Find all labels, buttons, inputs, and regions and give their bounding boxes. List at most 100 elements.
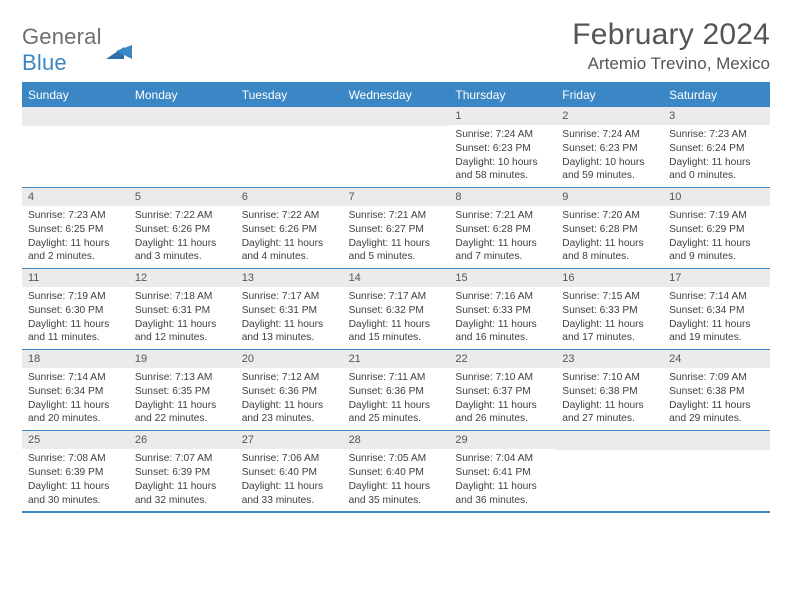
sunrise-text: Sunrise: 7:21 AM xyxy=(455,209,550,223)
sunrise-text: Sunrise: 7:18 AM xyxy=(135,290,230,304)
day-body: Sunrise: 7:07 AMSunset: 6:39 PMDaylight:… xyxy=(129,449,236,511)
daylight-text: Daylight: 11 hours and 9 minutes. xyxy=(669,237,764,265)
sunrise-text: Sunrise: 7:10 AM xyxy=(455,371,550,385)
day-cell: 12Sunrise: 7:18 AMSunset: 6:31 PMDayligh… xyxy=(129,269,236,349)
sunrise-text: Sunrise: 7:12 AM xyxy=(242,371,337,385)
sunrise-text: Sunrise: 7:08 AM xyxy=(28,452,123,466)
daylight-text: Daylight: 11 hours and 12 minutes. xyxy=(135,318,230,346)
sunrise-text: Sunrise: 7:15 AM xyxy=(562,290,657,304)
day-number: 5 xyxy=(129,188,236,206)
day-number: 19 xyxy=(129,350,236,368)
day-cell: 24Sunrise: 7:09 AMSunset: 6:38 PMDayligh… xyxy=(663,350,770,430)
daylight-text: Daylight: 10 hours and 59 minutes. xyxy=(562,156,657,184)
daylight-text: Daylight: 11 hours and 30 minutes. xyxy=(28,480,123,508)
logo-text: General Blue xyxy=(22,24,102,76)
sunset-text: Sunset: 6:30 PM xyxy=(28,304,123,318)
day-body: Sunrise: 7:22 AMSunset: 6:26 PMDaylight:… xyxy=(236,206,343,268)
dow-row: Sunday Monday Tuesday Wednesday Thursday… xyxy=(22,84,770,107)
sunrise-text: Sunrise: 7:10 AM xyxy=(562,371,657,385)
sunset-text: Sunset: 6:25 PM xyxy=(28,223,123,237)
day-cell: 22Sunrise: 7:10 AMSunset: 6:37 PMDayligh… xyxy=(449,350,556,430)
day-body: Sunrise: 7:20 AMSunset: 6:28 PMDaylight:… xyxy=(556,206,663,268)
day-number: 2 xyxy=(556,107,663,125)
day-body: Sunrise: 7:17 AMSunset: 6:31 PMDaylight:… xyxy=(236,287,343,349)
day-cell: 10Sunrise: 7:19 AMSunset: 6:29 PMDayligh… xyxy=(663,188,770,268)
sunrise-text: Sunrise: 7:24 AM xyxy=(562,128,657,142)
daylight-text: Daylight: 11 hours and 20 minutes. xyxy=(28,399,123,427)
daylight-text: Daylight: 11 hours and 0 minutes. xyxy=(669,156,764,184)
sunrise-text: Sunrise: 7:24 AM xyxy=(455,128,550,142)
day-number: 21 xyxy=(343,350,450,368)
daylight-text: Daylight: 11 hours and 8 minutes. xyxy=(562,237,657,265)
blank-num-bar xyxy=(22,107,129,126)
sunset-text: Sunset: 6:24 PM xyxy=(669,142,764,156)
sunset-text: Sunset: 6:38 PM xyxy=(669,385,764,399)
day-number: 1 xyxy=(449,107,556,125)
day-cell: 6Sunrise: 7:22 AMSunset: 6:26 PMDaylight… xyxy=(236,188,343,268)
sunset-text: Sunset: 6:41 PM xyxy=(455,466,550,480)
day-body: Sunrise: 7:05 AMSunset: 6:40 PMDaylight:… xyxy=(343,449,450,511)
day-number: 10 xyxy=(663,188,770,206)
sunset-text: Sunset: 6:28 PM xyxy=(562,223,657,237)
sunrise-text: Sunrise: 7:19 AM xyxy=(669,209,764,223)
daylight-text: Daylight: 11 hours and 36 minutes. xyxy=(455,480,550,508)
day-body: Sunrise: 7:18 AMSunset: 6:31 PMDaylight:… xyxy=(129,287,236,349)
daylight-text: Daylight: 11 hours and 25 minutes. xyxy=(349,399,444,427)
day-body: Sunrise: 7:04 AMSunset: 6:41 PMDaylight:… xyxy=(449,449,556,511)
sunrise-text: Sunrise: 7:17 AM xyxy=(349,290,444,304)
day-body: Sunrise: 7:09 AMSunset: 6:38 PMDaylight:… xyxy=(663,368,770,430)
week-row: 11Sunrise: 7:19 AMSunset: 6:30 PMDayligh… xyxy=(22,269,770,350)
daylight-text: Daylight: 11 hours and 27 minutes. xyxy=(562,399,657,427)
day-body: Sunrise: 7:13 AMSunset: 6:35 PMDaylight:… xyxy=(129,368,236,430)
sunset-text: Sunset: 6:33 PM xyxy=(455,304,550,318)
dow-friday: Friday xyxy=(556,84,663,107)
blank-num-bar xyxy=(343,107,450,126)
sunset-text: Sunset: 6:28 PM xyxy=(455,223,550,237)
sunrise-text: Sunrise: 7:05 AM xyxy=(349,452,444,466)
dow-thursday: Thursday xyxy=(449,84,556,107)
day-body: Sunrise: 7:19 AMSunset: 6:30 PMDaylight:… xyxy=(22,287,129,349)
day-number: 26 xyxy=(129,431,236,449)
sunrise-text: Sunrise: 7:22 AM xyxy=(242,209,337,223)
day-body: Sunrise: 7:21 AMSunset: 6:27 PMDaylight:… xyxy=(343,206,450,268)
sunrise-text: Sunrise: 7:13 AM xyxy=(135,371,230,385)
day-cell: 11Sunrise: 7:19 AMSunset: 6:30 PMDayligh… xyxy=(22,269,129,349)
day-body: Sunrise: 7:06 AMSunset: 6:40 PMDaylight:… xyxy=(236,449,343,511)
sunset-text: Sunset: 6:26 PM xyxy=(135,223,230,237)
day-number: 18 xyxy=(22,350,129,368)
blank-cell xyxy=(556,431,663,511)
sunset-text: Sunset: 6:31 PM xyxy=(242,304,337,318)
day-cell: 29Sunrise: 7:04 AMSunset: 6:41 PMDayligh… xyxy=(449,431,556,511)
day-cell: 9Sunrise: 7:20 AMSunset: 6:28 PMDaylight… xyxy=(556,188,663,268)
daylight-text: Daylight: 11 hours and 32 minutes. xyxy=(135,480,230,508)
day-cell: 23Sunrise: 7:10 AMSunset: 6:38 PMDayligh… xyxy=(556,350,663,430)
sunrise-text: Sunrise: 7:09 AM xyxy=(669,371,764,385)
sunset-text: Sunset: 6:33 PM xyxy=(562,304,657,318)
day-body: Sunrise: 7:24 AMSunset: 6:23 PMDaylight:… xyxy=(556,125,663,187)
sunrise-text: Sunrise: 7:14 AM xyxy=(669,290,764,304)
sunrise-text: Sunrise: 7:20 AM xyxy=(562,209,657,223)
day-cell: 13Sunrise: 7:17 AMSunset: 6:31 PMDayligh… xyxy=(236,269,343,349)
calendar: Sunday Monday Tuesday Wednesday Thursday… xyxy=(22,82,770,513)
day-cell: 15Sunrise: 7:16 AMSunset: 6:33 PMDayligh… xyxy=(449,269,556,349)
topbar: General Blue February 2024 Artemio Trevi… xyxy=(22,18,770,76)
day-number: 20 xyxy=(236,350,343,368)
daylight-text: Daylight: 10 hours and 58 minutes. xyxy=(455,156,550,184)
day-body: Sunrise: 7:10 AMSunset: 6:38 PMDaylight:… xyxy=(556,368,663,430)
day-cell: 19Sunrise: 7:13 AMSunset: 6:35 PMDayligh… xyxy=(129,350,236,430)
daylight-text: Daylight: 11 hours and 23 minutes. xyxy=(242,399,337,427)
day-body: Sunrise: 7:14 AMSunset: 6:34 PMDaylight:… xyxy=(22,368,129,430)
sunrise-text: Sunrise: 7:06 AM xyxy=(242,452,337,466)
week-row: 18Sunrise: 7:14 AMSunset: 6:34 PMDayligh… xyxy=(22,350,770,431)
day-body: Sunrise: 7:21 AMSunset: 6:28 PMDaylight:… xyxy=(449,206,556,268)
location: Artemio Trevino, Mexico xyxy=(572,54,770,74)
day-body: Sunrise: 7:10 AMSunset: 6:37 PMDaylight:… xyxy=(449,368,556,430)
day-cell: 26Sunrise: 7:07 AMSunset: 6:39 PMDayligh… xyxy=(129,431,236,511)
day-cell: 27Sunrise: 7:06 AMSunset: 6:40 PMDayligh… xyxy=(236,431,343,511)
day-body: Sunrise: 7:08 AMSunset: 6:39 PMDaylight:… xyxy=(22,449,129,511)
daylight-text: Daylight: 11 hours and 19 minutes. xyxy=(669,318,764,346)
sunrise-text: Sunrise: 7:17 AM xyxy=(242,290,337,304)
day-cell: 5Sunrise: 7:22 AMSunset: 6:26 PMDaylight… xyxy=(129,188,236,268)
day-cell: 8Sunrise: 7:21 AMSunset: 6:28 PMDaylight… xyxy=(449,188,556,268)
sunset-text: Sunset: 6:27 PM xyxy=(349,223,444,237)
